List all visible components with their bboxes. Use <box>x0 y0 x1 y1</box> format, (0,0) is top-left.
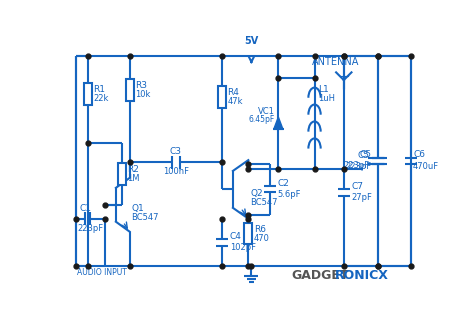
Text: 100nF: 100nF <box>163 167 189 176</box>
Text: 5V: 5V <box>244 36 258 46</box>
Text: Q2: Q2 <box>251 189 263 198</box>
Text: 470uF: 470uF <box>413 162 439 171</box>
Text: GADGET: GADGET <box>292 269 349 282</box>
Text: RONICX: RONICX <box>335 269 388 282</box>
Text: VC1: VC1 <box>258 107 274 116</box>
Text: 223pF: 223pF <box>344 162 370 170</box>
Bar <box>126 79 134 101</box>
Text: R6: R6 <box>254 225 266 233</box>
Text: 27pF: 27pF <box>352 193 373 201</box>
Text: C5: C5 <box>358 151 370 160</box>
Text: R2: R2 <box>128 165 139 174</box>
Text: C1: C1 <box>80 204 91 213</box>
Text: 5.6pF: 5.6pF <box>278 190 301 198</box>
Polygon shape <box>273 117 283 129</box>
Text: C3: C3 <box>170 147 182 156</box>
Text: C5: C5 <box>359 150 372 159</box>
Text: 470: 470 <box>254 234 270 243</box>
Text: AUDIO INPUT: AUDIO INPUT <box>77 268 127 277</box>
Text: 223pF: 223pF <box>77 224 103 233</box>
Text: BC547: BC547 <box>131 213 159 222</box>
Bar <box>245 223 252 245</box>
Text: 1uH: 1uH <box>319 94 336 103</box>
Text: R1: R1 <box>93 85 106 94</box>
Text: 22k: 22k <box>93 94 109 103</box>
Text: 223pF: 223pF <box>346 162 372 171</box>
Text: BC547: BC547 <box>251 198 278 207</box>
Text: C2: C2 <box>278 179 290 188</box>
Text: 1M: 1M <box>128 174 140 183</box>
Text: C6: C6 <box>413 150 425 159</box>
Bar <box>84 83 92 105</box>
Text: C4: C4 <box>230 232 242 241</box>
Text: 6.45pF: 6.45pF <box>248 115 274 124</box>
Text: C7: C7 <box>352 182 364 191</box>
Text: 102pF: 102pF <box>230 243 256 252</box>
Bar <box>219 86 226 108</box>
Text: 10k: 10k <box>135 90 151 99</box>
Bar <box>118 163 126 185</box>
Text: R3: R3 <box>135 81 147 90</box>
Text: ANTENNA: ANTENNA <box>312 57 360 67</box>
Text: Q1: Q1 <box>131 204 144 213</box>
Text: L1: L1 <box>319 85 329 94</box>
Text: R4: R4 <box>228 88 239 97</box>
Text: 47k: 47k <box>228 97 243 106</box>
